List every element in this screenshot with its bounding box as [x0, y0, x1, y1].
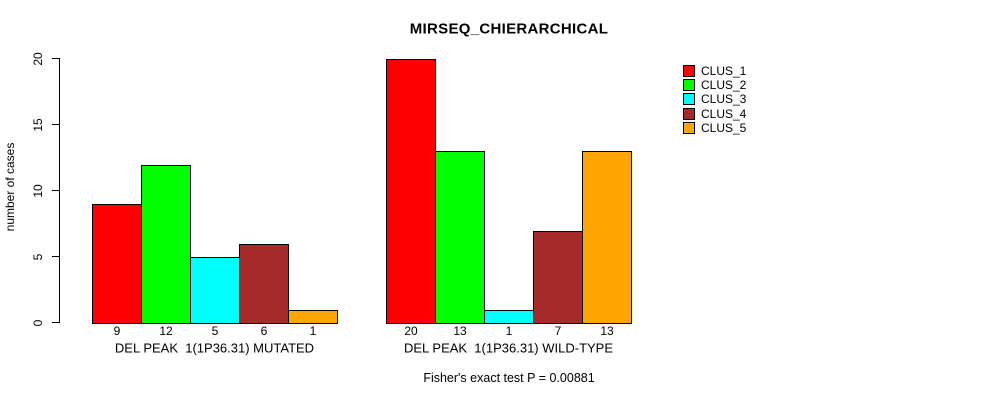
legend-label: CLUS_3 — [701, 91, 747, 106]
legend-item: CLUS_4 — [683, 107, 746, 120]
y-tick-label: 15 — [31, 117, 45, 132]
y-tick-label: 10 — [31, 183, 45, 198]
bar-value-label: 20 — [404, 324, 418, 338]
bar-value-label: 7 — [554, 324, 562, 338]
bar-clus_4-group2 — [533, 231, 583, 324]
legend-item: CLUS_5 — [683, 121, 746, 134]
y-tick-mark — [52, 124, 59, 125]
y-axis-label: number of cases — [3, 142, 17, 232]
y-axis-line — [59, 58, 60, 323]
y-tick-label: 0 — [31, 319, 45, 326]
bar-clus_4-group1 — [239, 244, 289, 324]
bar-value-label: 6 — [260, 324, 268, 338]
y-tick-mark — [52, 190, 59, 191]
legend-swatch-clus_5 — [683, 121, 695, 134]
bar-clus_2-group2 — [435, 151, 485, 324]
bar-clus_2-group1 — [141, 165, 191, 324]
bar-clus_1-group2 — [386, 59, 436, 324]
y-tick-label: 20 — [31, 51, 45, 66]
y-tick-mark — [52, 322, 59, 323]
legend-label: CLUS_5 — [701, 120, 747, 135]
y-tick-mark — [52, 58, 59, 59]
bar-value-label: 5 — [211, 324, 219, 338]
bar-clus_3-group2 — [484, 310, 534, 324]
legend-swatch-clus_4 — [683, 107, 695, 120]
bar-value-label: 1 — [309, 324, 317, 338]
bar-clus_3-group1 — [190, 257, 240, 324]
bar-value-label: 9 — [113, 324, 121, 338]
bar-value-label: 12 — [159, 324, 173, 338]
fisher-test-annotation: Fisher's exact test P = 0.00881 — [423, 371, 595, 385]
legend-swatch-clus_2 — [683, 78, 695, 91]
category-label: DEL PEAK 1(1P36.31) WILD-TYPE — [403, 340, 614, 356]
bar-clus_1-group1 — [92, 204, 142, 324]
bar-value-label: 1 — [505, 324, 513, 338]
legend-label: CLUS_4 — [701, 106, 747, 121]
legend-swatch-clus_1 — [683, 64, 695, 77]
legend-item: CLUS_1 — [683, 64, 746, 77]
chart-title: MIRSEQ_CHIERARCHICAL — [409, 20, 609, 38]
bar-clus_5-group2 — [582, 151, 632, 324]
legend-item: CLUS_2 — [683, 78, 746, 91]
legend-label: CLUS_1 — [701, 63, 747, 78]
legend-swatch-clus_3 — [683, 92, 695, 105]
legend-item: CLUS_3 — [683, 92, 746, 105]
category-label: DEL PEAK 1(1P36.31) MUTATED — [114, 340, 315, 356]
bar-value-label: 13 — [600, 324, 614, 338]
bar-clus_5-group1 — [288, 310, 338, 324]
y-tick-label: 5 — [31, 253, 45, 260]
y-tick-mark — [52, 256, 59, 257]
legend-label: CLUS_2 — [701, 77, 747, 92]
bar-value-label: 13 — [453, 324, 467, 338]
